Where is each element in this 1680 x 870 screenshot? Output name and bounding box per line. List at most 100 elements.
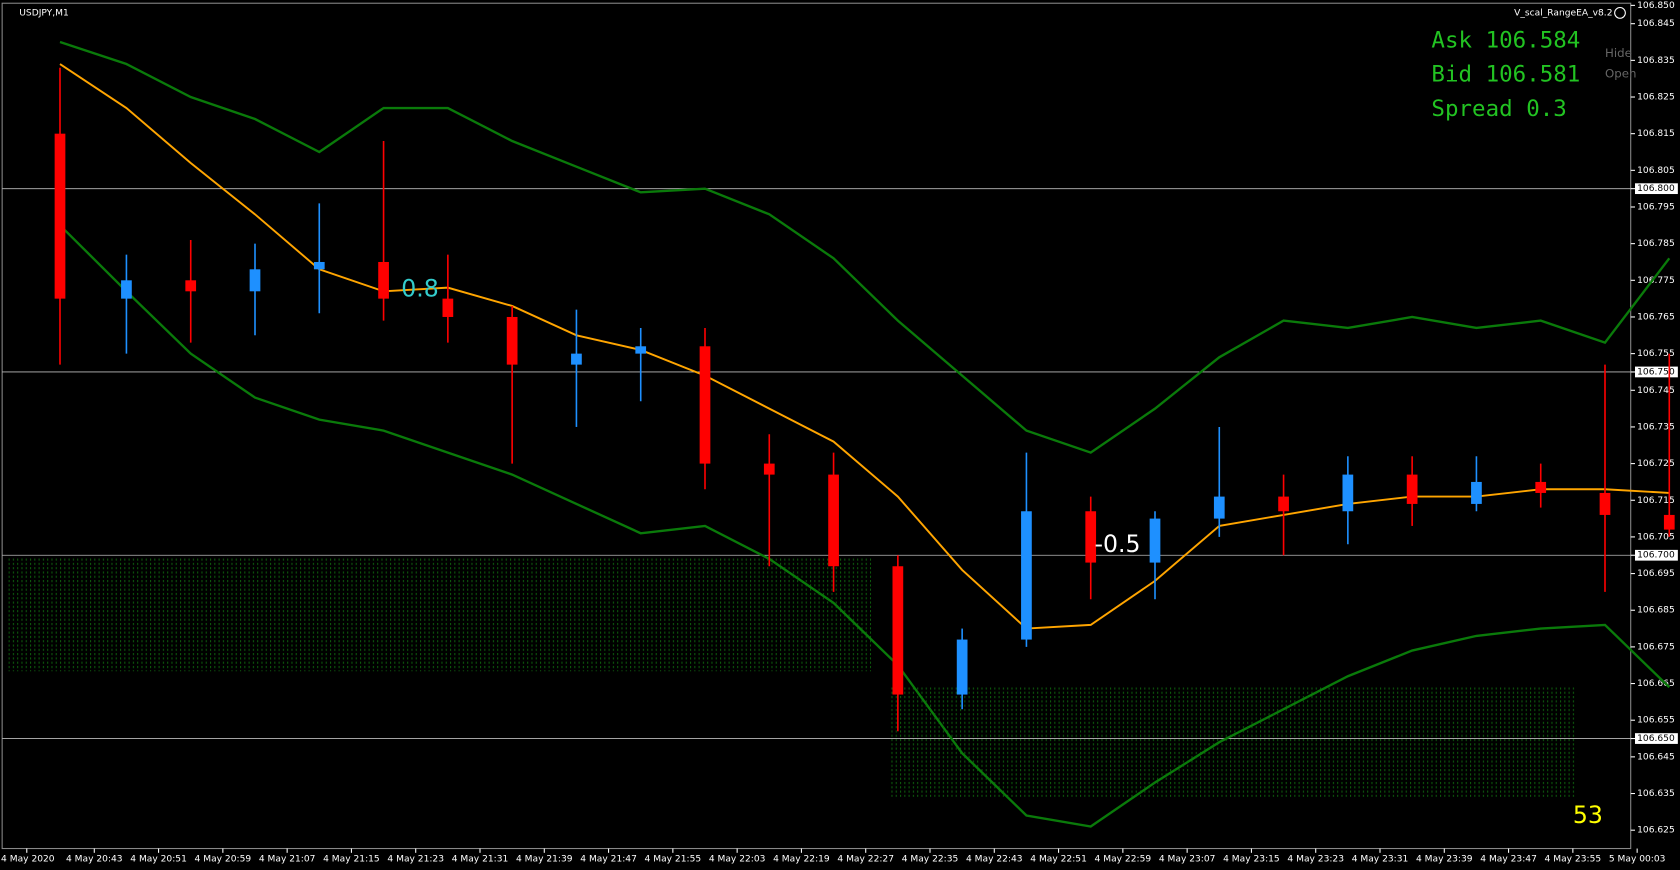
- candle-body: [1342, 474, 1354, 512]
- y-tick-label: 106.765: [1637, 312, 1675, 322]
- open-button[interactable]: Open: [1605, 67, 1636, 81]
- y-tick-label: 106.685: [1637, 606, 1675, 616]
- candle-body: [1021, 511, 1032, 640]
- hide-button[interactable]: Hide: [1605, 46, 1632, 60]
- x-tick-label: 4 May 23:47: [1480, 855, 1537, 865]
- candle-body: [892, 566, 904, 695]
- tick-highlight: [1635, 733, 1678, 744]
- x-tick-label: 4 May 23:31: [1352, 855, 1409, 865]
- y-tick-label: 106.625: [1637, 826, 1675, 836]
- y-tick-label: 106.775: [1637, 276, 1675, 286]
- spread: Spread 0.3: [1431, 96, 1566, 122]
- y-tick-label: 106.750: [1637, 367, 1675, 377]
- y-tick-label: 106.650: [1637, 734, 1675, 744]
- y-tick-label: 106.695: [1637, 569, 1675, 579]
- x-tick-label: 4 May 20:43: [66, 855, 123, 865]
- candle-body: [956, 639, 968, 695]
- candle-body: [699, 346, 711, 464]
- x-tick-label: 4 May 23:15: [1223, 855, 1280, 865]
- x-tick-label: 4 May 22:35: [902, 855, 959, 865]
- candle-body: [571, 353, 582, 365]
- x-tick-label: 4 May 23:55: [1545, 855, 1602, 865]
- ea-icon: [1614, 6, 1626, 19]
- tick-highlight: [1635, 366, 1678, 378]
- x-tick-label: 4 May 21:47: [580, 855, 637, 865]
- candle-body: [635, 346, 647, 354]
- y-tick-label: 106.655: [1637, 716, 1675, 726]
- annotation: 53: [1573, 801, 1603, 829]
- candle-body: [1599, 492, 1611, 515]
- x-tick-label: 4 May 21:07: [259, 855, 316, 865]
- candle-body: [185, 280, 197, 292]
- y-tick-label: 106.635: [1637, 789, 1675, 799]
- candle-body: [1213, 496, 1225, 519]
- ask-price: Ask 106.584: [1431, 27, 1580, 53]
- x-tick-label: 4 May 21:23: [387, 855, 444, 865]
- candle-body: [1278, 496, 1289, 512]
- x-tick-label: 4 May 2020: [1, 855, 55, 865]
- x-tick-label: 4 May 21:55: [645, 855, 702, 865]
- y-tick-label: 106.725: [1637, 459, 1675, 469]
- annotation: -0.5: [1095, 530, 1141, 558]
- candle-body: [1663, 514, 1675, 530]
- x-tick-label: 4 May 22:59: [1095, 855, 1152, 865]
- x-tick-label: 4 May 21:39: [516, 855, 573, 865]
- y-tick-label: 106.665: [1637, 679, 1675, 689]
- x-tick-label: 4 May 23:07: [1159, 855, 1216, 865]
- y-tick-label: 106.785: [1637, 239, 1675, 249]
- tick-highlight: [1635, 183, 1678, 195]
- candle-body: [249, 269, 261, 292]
- y-tick-label: 106.705: [1637, 532, 1675, 542]
- candle-body: [1535, 481, 1547, 493]
- candle-body: [506, 316, 518, 365]
- y-tick-label: 106.845: [1637, 19, 1675, 29]
- bid-price: Bid 106.581: [1431, 62, 1580, 88]
- y-tick-label: 106.745: [1637, 386, 1675, 396]
- symbol-title: USDJPY,M1: [19, 8, 69, 18]
- zone-lower: [889, 687, 1575, 797]
- candle-body: [54, 133, 66, 299]
- y-tick-label: 106.795: [1637, 202, 1675, 212]
- band-line: [59, 40, 1671, 454]
- x-tick-label: 4 May 22:19: [773, 855, 830, 865]
- y-tick-label: 106.755: [1637, 349, 1675, 359]
- y-tick-label: 106.805: [1637, 166, 1675, 176]
- y-tick-label: 106.645: [1637, 752, 1675, 762]
- x-tick-label: 4 May 22:03: [709, 855, 766, 865]
- y-tick-label: 106.700: [1637, 551, 1675, 561]
- candle-body: [1471, 481, 1482, 504]
- y-tick-label: 106.825: [1637, 93, 1675, 103]
- candle-body: [378, 261, 389, 299]
- y-tick-label: 106.850: [1637, 1, 1675, 11]
- y-tick-label: 106.800: [1637, 184, 1675, 194]
- x-tick-label: 4 May 20:59: [195, 855, 252, 865]
- candle-body: [121, 280, 132, 299]
- y-tick-label: 106.715: [1637, 496, 1675, 506]
- x-tick-label: 4 May 22:27: [837, 855, 894, 865]
- x-tick-label: 4 May 21:15: [323, 855, 380, 865]
- candle-body: [313, 261, 325, 270]
- x-tick-label: 4 May 22:43: [966, 855, 1023, 865]
- candle-body: [1406, 474, 1418, 504]
- band-line: [59, 224, 1671, 828]
- y-tick-label: 106.815: [1637, 129, 1675, 139]
- x-tick-label: 4 May 20:51: [130, 855, 187, 865]
- x-tick-label: 4 May 23:23: [1287, 855, 1344, 865]
- annotation: 0.8: [401, 274, 438, 302]
- x-tick-label: 4 May 23:39: [1416, 855, 1473, 865]
- y-tick-label: 106.675: [1637, 642, 1675, 652]
- candle-body: [828, 474, 839, 567]
- tick-highlight: [1635, 549, 1678, 561]
- x-tick-label: 4 May 22:51: [1030, 855, 1087, 865]
- plot-frame: [1, 2, 1632, 850]
- candle-body: [1085, 511, 1097, 563]
- y-tick-label: 106.735: [1637, 422, 1675, 432]
- candle-body: [763, 463, 775, 475]
- candle-body: [1149, 518, 1161, 563]
- y-tick-label: 106.835: [1637, 56, 1675, 66]
- zone-upper: [8, 558, 872, 672]
- moving-average: [59, 63, 1670, 630]
- x-tick-label: 4 May 21:31: [452, 855, 509, 865]
- x-tick-label: 5 May 00:03: [1609, 855, 1666, 865]
